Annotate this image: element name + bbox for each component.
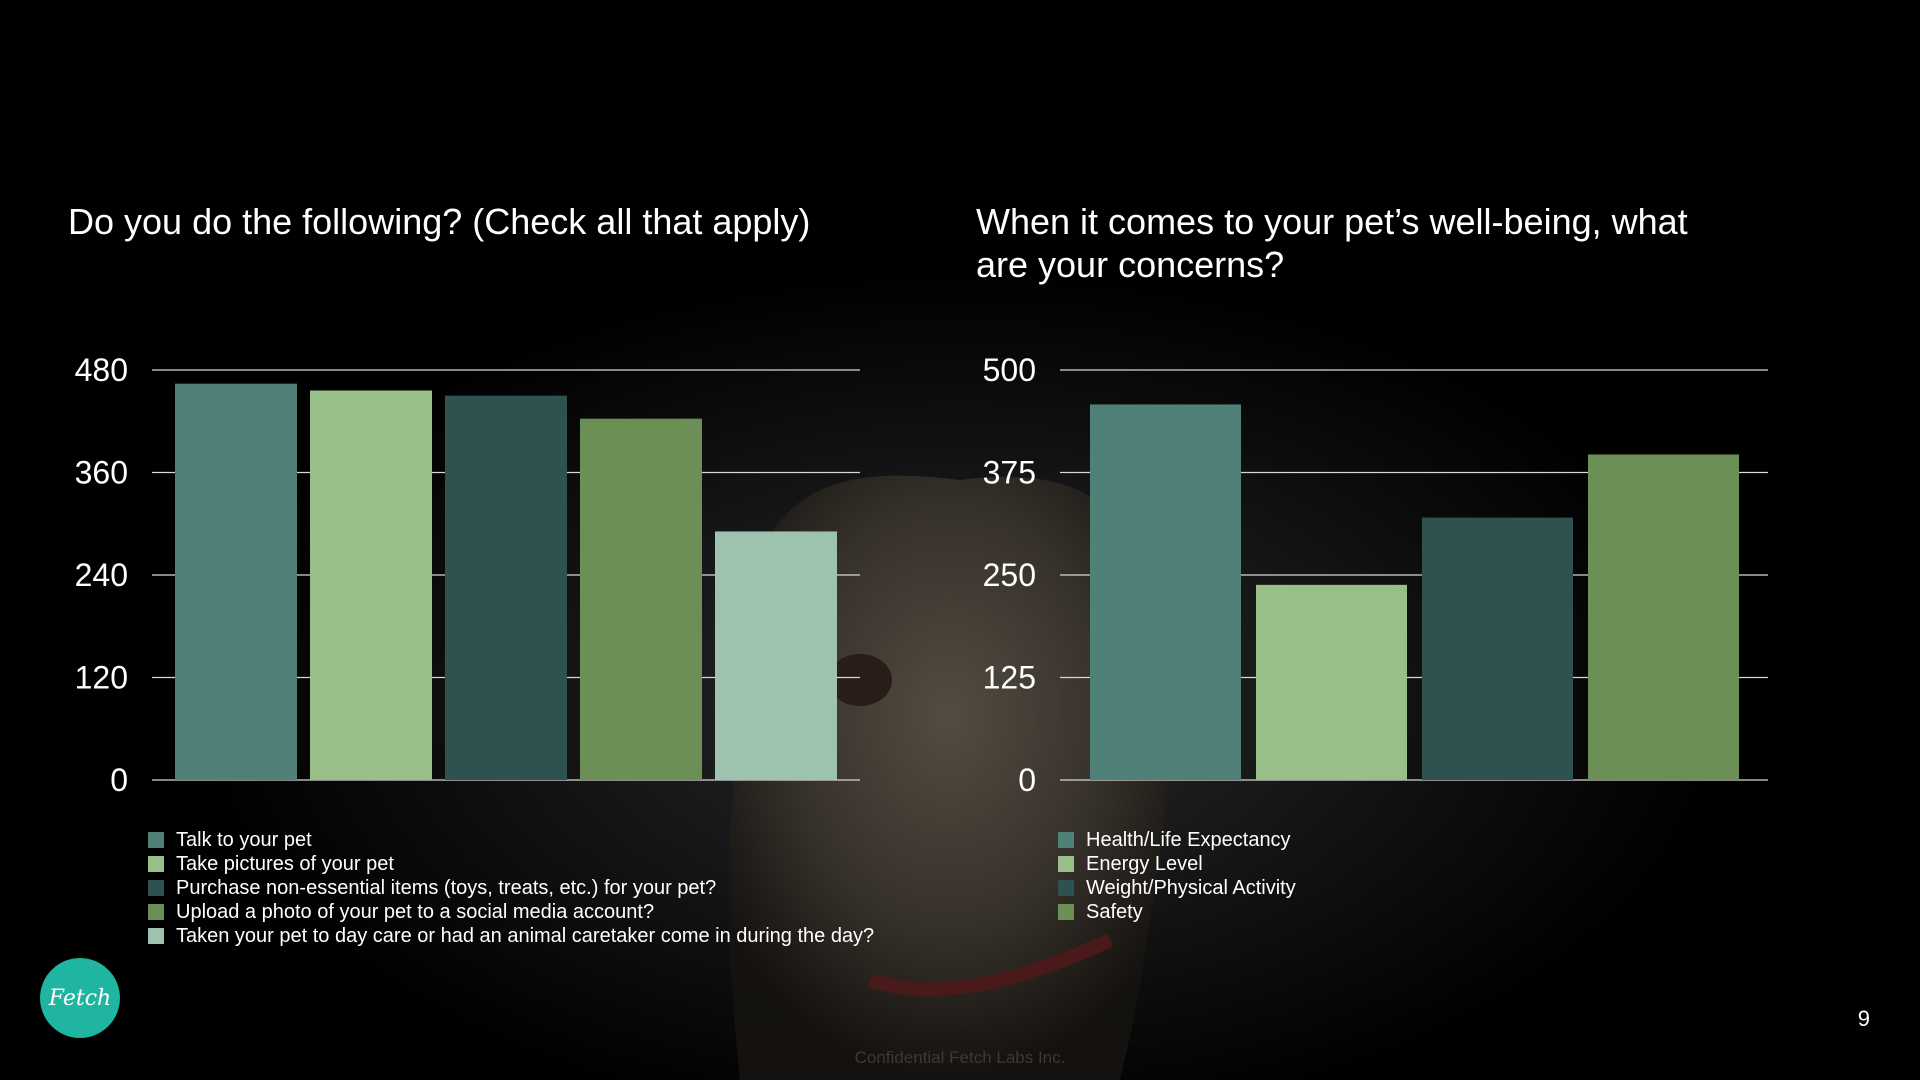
- legend-swatch: [1058, 832, 1074, 848]
- legend-item: Take pictures of your pet: [148, 852, 874, 876]
- logo-text: Fetch: [48, 985, 112, 1011]
- legend-label: Talk to your pet: [176, 828, 312, 851]
- left-bar-chart: 0 120 240 360 480: [75, 352, 860, 798]
- legend-item: Safety: [1058, 900, 1296, 924]
- bar: [1090, 404, 1241, 780]
- legend-swatch: [1058, 856, 1074, 872]
- left-chart-title: Do you do the following? (Check all that…: [68, 201, 811, 242]
- bar: [715, 531, 837, 780]
- legend-item: Energy Level: [1058, 852, 1296, 876]
- y-tick-label: 250: [983, 557, 1036, 593]
- legend-swatch: [148, 880, 164, 896]
- legend-swatch: [1058, 904, 1074, 920]
- y-tick-label: 120: [75, 660, 128, 696]
- y-tick-label: 125: [983, 660, 1036, 696]
- y-tick-label: 500: [983, 352, 1036, 388]
- legend-item: Upload a photo of your pet to a social m…: [148, 900, 874, 924]
- legend-item: Health/Life Expectancy: [1058, 828, 1296, 852]
- y-tick-label: 375: [983, 455, 1036, 491]
- y-tick-label: 240: [75, 557, 128, 593]
- bar: [1588, 454, 1739, 780]
- y-tick-label: 0: [1018, 762, 1036, 798]
- right-bar-chart: 0 125 250 375 500: [983, 352, 1768, 798]
- legend-label: Upload a photo of your pet to a social m…: [176, 900, 655, 923]
- legend-item: Taken your pet to day care or had an ani…: [148, 924, 874, 948]
- bar: [1256, 584, 1407, 780]
- legend-label: Health/Life Expectancy: [1086, 828, 1291, 851]
- legend-swatch: [148, 928, 164, 944]
- legend-item: Weight/Physical Activity: [1058, 876, 1296, 900]
- right-chart-legend: Health/Life Expectancy Energy Level Weight…: [1058, 828, 1296, 924]
- legend-swatch: [1058, 880, 1074, 896]
- legend-label: Weight/Physical Activity: [1086, 876, 1296, 899]
- legend-label: Purchase non-essential items (toys, trea…: [176, 876, 717, 899]
- confidential-footer: Confidential Fetch Labs Inc.: [854, 1048, 1066, 1067]
- legend-label: Energy Level: [1086, 852, 1203, 875]
- bar: [310, 390, 432, 780]
- legend-label: Take pictures of your pet: [176, 852, 394, 875]
- legend-swatch: [148, 904, 164, 920]
- page-number: 9: [1857, 1006, 1870, 1031]
- legend-label: Taken your pet to day care or had an ani…: [176, 924, 875, 947]
- legend-item: Purchase non-essential items (toys, trea…: [148, 876, 874, 900]
- y-tick-label: 360: [75, 455, 128, 491]
- y-tick-label: 0: [110, 762, 128, 798]
- bar: [580, 418, 702, 780]
- legend-label: Safety: [1086, 900, 1143, 923]
- bar: [445, 395, 567, 780]
- legend-item: Talk to your pet: [148, 828, 874, 852]
- bar: [175, 383, 297, 780]
- right-chart-title: When it comes to your pet’s well-being, …: [976, 201, 1688, 285]
- fetch-logo-icon: Fetch: [40, 958, 120, 1038]
- legend-swatch: [148, 832, 164, 848]
- bar: [1422, 517, 1573, 780]
- y-tick-label: 480: [75, 352, 128, 388]
- legend-swatch: [148, 856, 164, 872]
- left-chart-legend: Talk to your pet Take pictures of your pe…: [148, 828, 874, 948]
